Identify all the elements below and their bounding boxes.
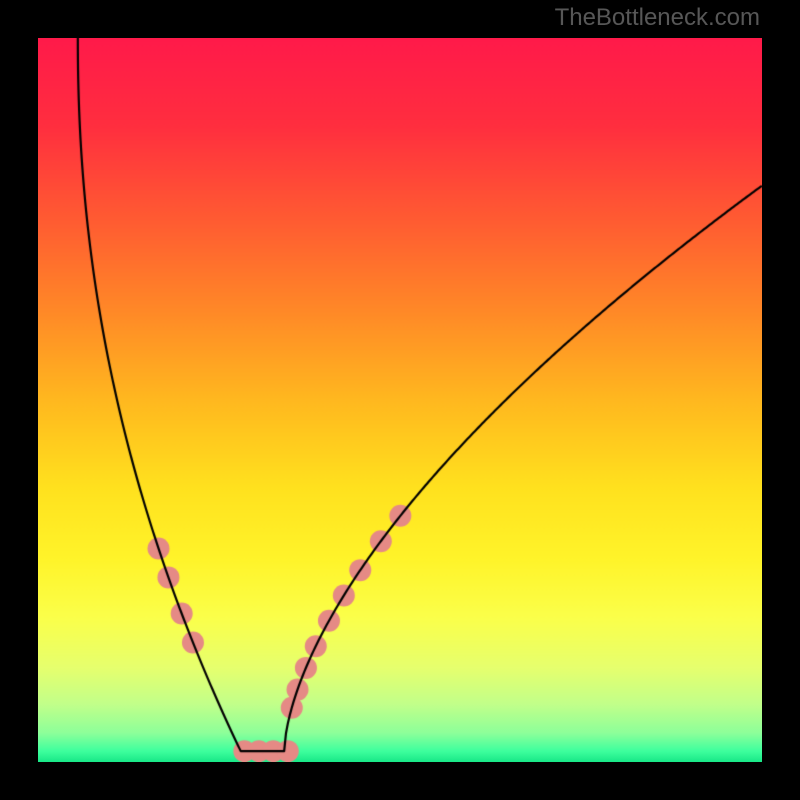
watermark-text: TheBottleneck.com <box>555 4 760 32</box>
bottleneck-curve <box>38 38 762 762</box>
